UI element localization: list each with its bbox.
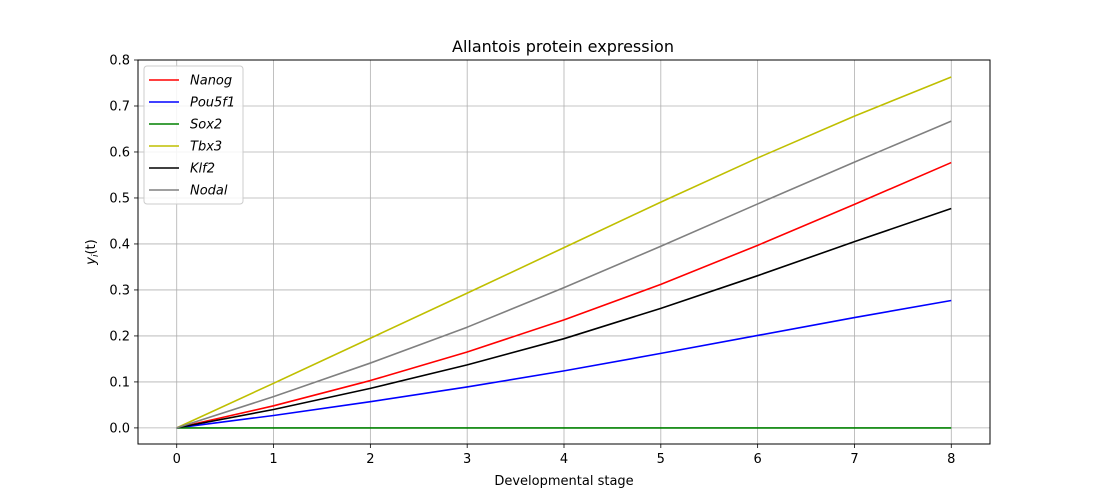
legend-item-tbx3: Tbx3 [149,140,222,155]
chart-title: Allantois protein expression [452,37,674,56]
y-tick-label: 0.7 [109,99,130,114]
x-axis-ticks: 0 1 2 3 4 5 6 7 8 [173,444,955,467]
legend-label: Sox2 [190,118,222,133]
x-tick-label: 7 [850,452,858,467]
legend-item-sox2: Sox2 [149,118,222,133]
legend-label: Nodal [190,184,228,199]
legend-label: Tbx3 [190,140,222,155]
legend: Nanog Pou5f1 Sox2 Tbx3 Klf2 Nodal [143,65,244,205]
x-tick-label: 8 [947,452,955,467]
x-tick-label: 6 [753,452,761,467]
legend-label: Nanog [190,74,232,89]
x-axis-title: Developmental stage [494,474,633,489]
y-tick-label: 0.0 [109,421,130,436]
y-tick-label: 0.1 [109,375,130,390]
y-tick-label: 0.3 [109,283,130,298]
series-line-pou5f1 [176,299,952,429]
legend-item-pou5f1: Pou5f1 [149,96,235,111]
x-tick-label: 2 [366,452,374,467]
series-lines [176,76,952,429]
x-tick-label: 3 [463,452,471,467]
y-tick-label: 0.4 [109,237,130,252]
series-line-tbx3 [176,76,952,429]
x-tick-label: 4 [560,452,568,467]
x-tick-label: 0 [173,452,181,467]
y-tick-label: 0.6 [109,145,130,160]
y-axis-title: yi(t) [84,239,101,265]
y-axis-ticks: 0.0 0.1 0.2 0.3 0.4 0.5 0.6 0.7 0.8 [109,54,138,436]
x-tick-label: 1 [269,452,277,467]
legend-box [143,65,244,205]
y-tick-label: 0.8 [109,54,130,69]
y-tick-label: 0.2 [109,329,130,344]
legend-label: Pou5f1 [190,96,235,111]
series-line-nanog [176,161,952,429]
legend-item-nodal: Nodal [149,184,228,199]
y-tick-label: 0.5 [109,191,130,206]
legend-item-klf2: Klf2 [149,162,215,177]
series-line-klf2 [176,207,952,429]
legend-item-nanog: Nanog [149,74,232,89]
x-tick-label: 5 [657,452,665,467]
legend-label: Klf2 [190,162,215,177]
series-line-nodal [176,120,952,429]
